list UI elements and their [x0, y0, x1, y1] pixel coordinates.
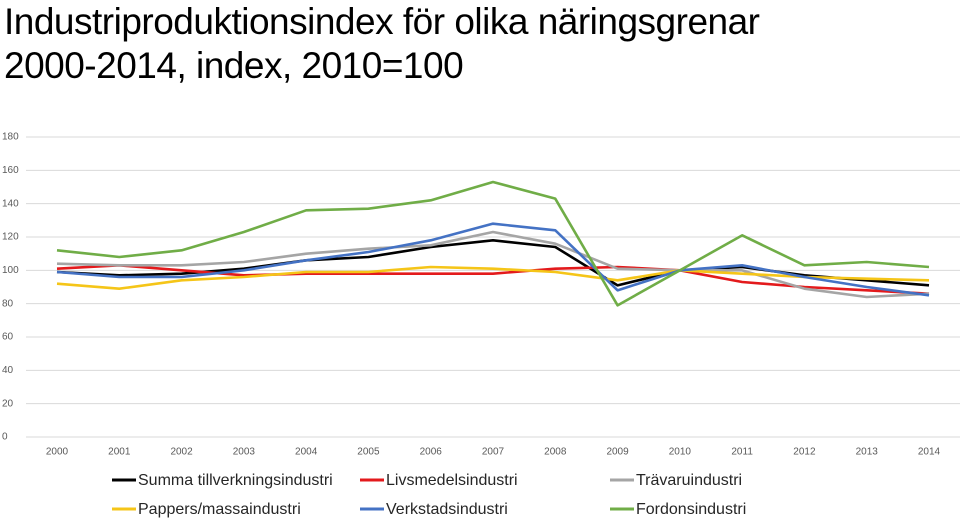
legend-label: Summa tillverkningsindustri — [138, 472, 333, 489]
series-line — [56, 264, 930, 295]
x-tick-label: 2003 — [233, 447, 256, 458]
y-tick-label: 0 — [2, 432, 8, 443]
y-tick-label: 40 — [2, 365, 14, 376]
x-tick-label: 2009 — [606, 447, 629, 458]
series-line — [56, 180, 930, 307]
series-line — [56, 230, 930, 299]
x-tick-label: 2011 — [731, 447, 753, 458]
series-line — [56, 222, 930, 297]
y-tick-label: 180 — [2, 132, 19, 143]
x-tick-label: 2002 — [170, 447, 193, 458]
legend-label: Pappers/massaindustri — [138, 501, 301, 518]
x-tick-label: 2014 — [918, 447, 941, 458]
y-tick-label: 20 — [2, 398, 14, 409]
x-tick-label: 2007 — [482, 447, 505, 458]
x-tick-label: 2012 — [793, 447, 816, 458]
y-tick-label: 100 — [2, 265, 19, 276]
y-tick-label: 60 — [2, 332, 14, 343]
x-tick-label: 2008 — [544, 447, 567, 458]
chart-title: Industriproduktionsindex för olika närin… — [4, 1, 760, 86]
y-tick-label: 80 — [2, 298, 14, 309]
x-tick-label: 2013 — [856, 447, 879, 458]
legend-label: Trävaruindustri — [636, 472, 742, 489]
legend-label: Verkstadsindustri — [386, 501, 508, 518]
legend-label: Livsmedelsindustri — [386, 472, 518, 489]
y-tick-label: 140 — [2, 198, 19, 209]
y-tick-label: 160 — [2, 165, 19, 176]
series-line — [56, 265, 930, 290]
x-tick-label: 2004 — [295, 447, 318, 458]
x-tick-label: 2001 — [108, 447, 131, 458]
legend-label: Fordonsindustri — [636, 501, 746, 518]
x-tick-label: 2006 — [420, 447, 443, 458]
x-tick-label: 2000 — [46, 447, 69, 458]
y-tick-label: 120 — [2, 232, 19, 243]
x-tick-label: 2010 — [669, 447, 692, 458]
x-tick-label: 2005 — [357, 447, 380, 458]
